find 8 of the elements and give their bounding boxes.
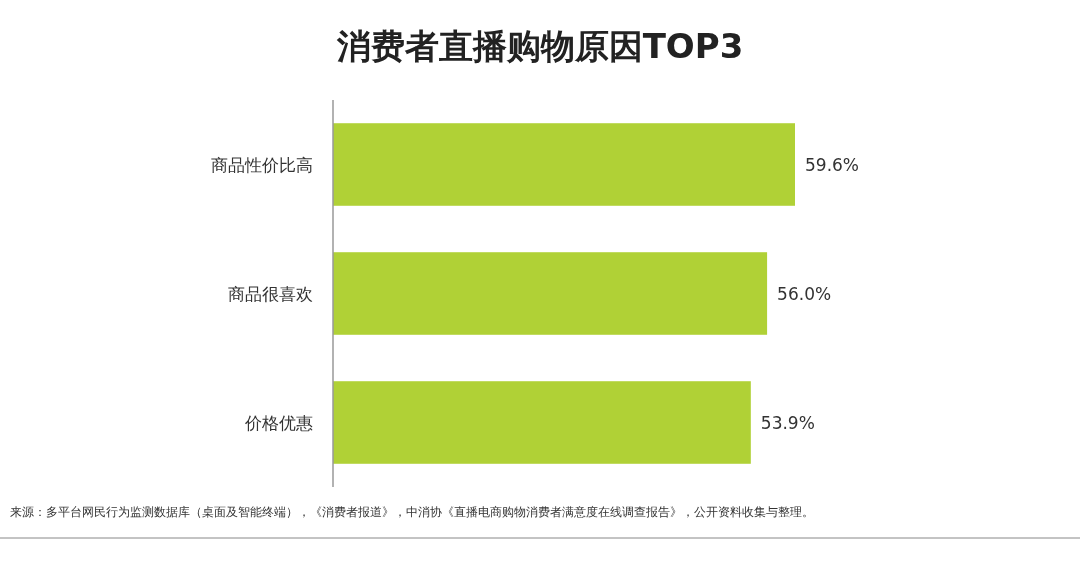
y-tick-label: 价格优惠 (244, 412, 313, 433)
y-tick-label: 商品很喜欢 (228, 283, 313, 304)
chart-title: 消费者直播购物原因TOP3 (335, 26, 744, 66)
data-label: 56.0% (777, 283, 832, 304)
y-tick-label: 商品性价比高 (211, 154, 313, 175)
data-label: 59.6% (805, 154, 860, 175)
data-label: 53.9% (760, 412, 815, 433)
source-note: 来源：多平台网民行为监测数据库（桌面及智能终端），《消费者报道》，中消协《直播电商购物消费者满意度在线调查报告》，公开资料收集与整理。 (10, 505, 814, 519)
